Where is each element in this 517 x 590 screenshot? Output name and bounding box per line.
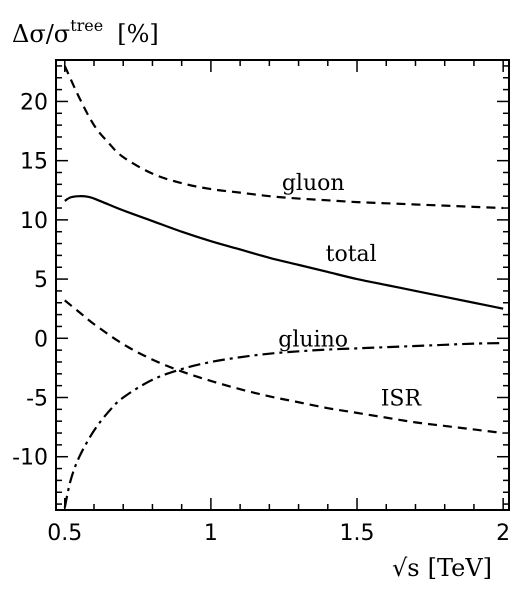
y-tick-label: -5: [26, 387, 48, 412]
ticks: [56, 60, 509, 510]
y-tick-label: 20: [20, 90, 48, 115]
y-axis-title-sup: tree: [70, 16, 103, 35]
x-axis-title: √s [TeV]: [392, 554, 492, 582]
x-tick-label: 1: [204, 521, 218, 546]
series-annotation-total: total: [326, 242, 377, 267]
plot-frame: [55, 59, 510, 511]
series-line-total: [64, 195, 504, 310]
y-tick-label: 10: [20, 209, 48, 234]
y-axis-title: Δσ/σtree [%]: [12, 16, 159, 48]
y-tick-label: 5: [34, 268, 48, 293]
series-annotation-gluon: gluon: [282, 171, 345, 196]
series-annotation-isr: ISR: [381, 387, 423, 412]
series-line-isr: [64, 299, 504, 435]
x-tick-label: 0.5: [47, 521, 82, 546]
series-line-gluino: [63, 341, 504, 508]
y-tick-label: -10: [12, 446, 48, 471]
series-line-gluon: [63, 65, 504, 210]
x-tick-label: 2: [496, 521, 510, 546]
x-tick-label: 1.5: [340, 521, 375, 546]
y-axis-title-unit: [%]: [117, 20, 159, 48]
annotations: gluon total gluino ISR: [278, 171, 422, 412]
y-tick-label: 15: [20, 150, 48, 175]
y-tick-label: 0: [34, 327, 48, 352]
series-group: [63, 65, 504, 508]
x-axis-title-symbol: √s: [392, 554, 420, 582]
x-axis-title-unit: [TeV]: [428, 554, 492, 582]
y-axis-title-main: Δσ/σ: [12, 20, 70, 48]
tick-labels: 0.5 1 1.5 2 20 15 10 5 0 -5 -10: [12, 90, 510, 546]
series-annotation-gluino: gluino: [278, 327, 348, 352]
